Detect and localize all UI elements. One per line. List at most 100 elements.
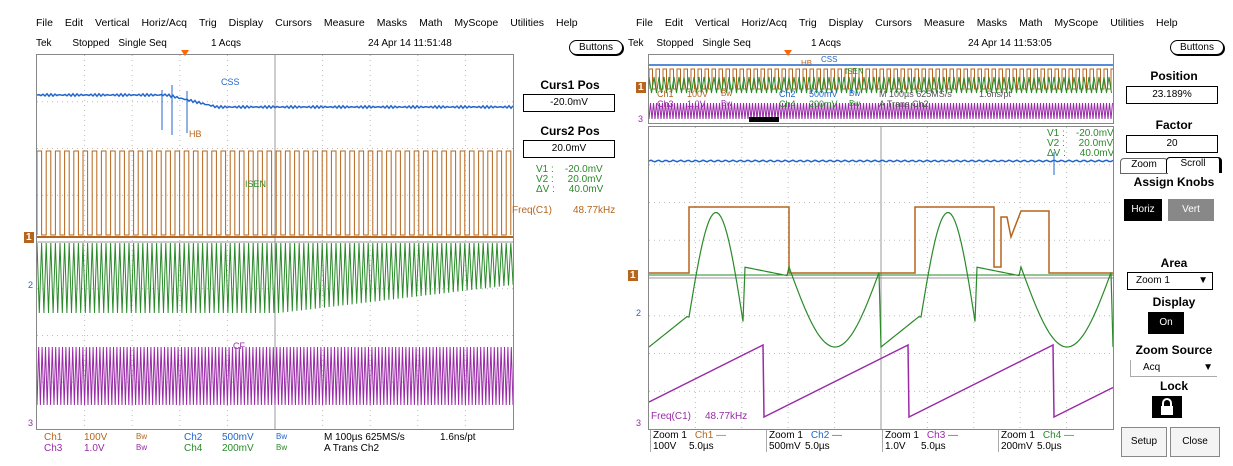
scroll-tab[interactable]: Scroll bbox=[1166, 157, 1222, 173]
right-statusbar: Tek Stopped Single Seq 1 Acqs 24 Apr 14 … bbox=[628, 38, 1052, 52]
ov-ch3-marker[interactable]: 3 bbox=[638, 114, 644, 124]
menu-display[interactable]: Display bbox=[228, 17, 264, 29]
menu-edit[interactable]: Edit bbox=[64, 17, 84, 29]
freq-label: Freq(C1) bbox=[512, 205, 553, 216]
ov-label-hb: HB bbox=[801, 59, 813, 68]
menu-file[interactable]: File bbox=[636, 17, 653, 29]
display-toggle[interactable]: On bbox=[1148, 312, 1184, 334]
menu-vertical[interactable]: Vertical bbox=[95, 17, 130, 29]
menu-vertical[interactable]: Vertical bbox=[695, 17, 730, 29]
horiz-knob-button[interactable]: Horiz bbox=[1124, 199, 1162, 221]
menu-horizacq[interactable]: Horiz/Acq bbox=[741, 17, 787, 29]
freq-value: 48.77kHz bbox=[573, 205, 616, 216]
chevron-down-icon: ▼ bbox=[1203, 362, 1213, 373]
zoom-readout-2: Zoom 1 Ch2 — 500mV 5.0µs bbox=[766, 430, 842, 452]
zoom-ch1-marker[interactable]: 1 bbox=[628, 270, 638, 281]
ov-trace-cf bbox=[649, 102, 1113, 120]
trace-css bbox=[37, 92, 513, 110]
zoom-trace-ch4 bbox=[649, 212, 1113, 349]
label-css: CSS bbox=[221, 77, 240, 87]
brand: Tek bbox=[36, 38, 52, 49]
area-dropdown[interactable]: Zoom 1 ▼ bbox=[1127, 272, 1213, 290]
assign-knobs-title: Assign Knobs bbox=[1133, 175, 1215, 189]
menu-edit[interactable]: Edit bbox=[664, 17, 684, 29]
trigger-position-icon bbox=[181, 50, 189, 56]
ch2-marker[interactable]: 2 bbox=[28, 280, 34, 290]
datetime: 24 Apr 14 11:51:48 bbox=[368, 38, 452, 49]
ch3-marker[interactable]: 3 bbox=[28, 418, 34, 428]
trace-hb bbox=[37, 150, 512, 236]
zoom-trace-ch1 bbox=[649, 206, 1113, 274]
zoom-source-title: Zoom Source bbox=[1135, 343, 1213, 357]
left-buttons-button[interactable]: Buttons bbox=[569, 40, 623, 55]
zoom-readout-4: Zoom 1 Ch4 — 200mV 5.0µs bbox=[998, 430, 1074, 452]
trigger-position-icon bbox=[784, 50, 792, 56]
menu-utilities[interactable]: Utilities bbox=[510, 17, 545, 29]
zoom-readout-1: Zoom 1 Ch1 — 100V 5.0µs bbox=[650, 430, 726, 452]
zoom-tab[interactable]: Zoom bbox=[1120, 158, 1168, 174]
menu-masks[interactable]: Masks bbox=[376, 17, 408, 29]
zoom-ch3-marker[interactable]: 3 bbox=[636, 418, 642, 428]
ov-ch1-marker[interactable]: 1 bbox=[636, 82, 646, 93]
zoom-display: V1 : -20.0mV V2 : 20.0mV ΔV : 40.0mV Freq(… bbox=[648, 126, 1114, 430]
display-title: Display bbox=[1152, 295, 1196, 309]
zoom-ch2-marker[interactable]: 2 bbox=[636, 308, 642, 318]
overview-waveform-svg bbox=[649, 64, 1113, 122]
factor-title: Factor bbox=[1155, 118, 1193, 132]
overview-display: Ch1 100V Bw Ch2 500mV Bw M 100µs 625MS/s 1.6n… bbox=[648, 54, 1114, 124]
menu-myscope[interactable]: MyScope bbox=[454, 17, 499, 29]
acq-state: Stopped bbox=[656, 38, 694, 49]
left-menubar: File Edit Vertical Horiz/Acq Trig Display Curs… bbox=[36, 17, 590, 31]
position-title: Position bbox=[1150, 69, 1198, 83]
chevron-down-icon: ▼ bbox=[1198, 275, 1208, 286]
lock-button[interactable] bbox=[1152, 396, 1182, 418]
acq-count: 1 Acqs bbox=[811, 38, 842, 49]
factor-value[interactable]: 20 bbox=[1126, 135, 1218, 153]
vert-knob-button[interactable]: Vert bbox=[1168, 199, 1214, 221]
menu-measure[interactable]: Measure bbox=[923, 17, 965, 29]
right-buttons-button[interactable]: Buttons bbox=[1170, 40, 1224, 55]
left-waveform-svg bbox=[37, 55, 513, 429]
ov-trace-isen bbox=[649, 76, 1112, 94]
position-value[interactable]: 23.189% bbox=[1126, 86, 1218, 104]
menu-help[interactable]: Help bbox=[556, 17, 578, 29]
zoom-source-dropdown[interactable]: Acq ▼ bbox=[1130, 360, 1217, 377]
zoom-freq-label: Freq(C1) bbox=[651, 411, 692, 422]
menu-utilities[interactable]: Utilities bbox=[1110, 17, 1145, 29]
menu-help[interactable]: Help bbox=[1156, 17, 1178, 29]
curs1-value[interactable]: -20.0mV bbox=[523, 94, 615, 112]
menu-trig[interactable]: Trig bbox=[798, 17, 817, 29]
menu-file[interactable]: File bbox=[36, 17, 53, 29]
label-hb: HB bbox=[189, 129, 202, 139]
menu-masks[interactable]: Masks bbox=[976, 17, 1008, 29]
menu-trig[interactable]: Trig bbox=[198, 17, 217, 29]
zoom-trace-ch3 bbox=[649, 343, 1113, 419]
zoom-readout-3: Zoom 1 Ch3 — 1.0V 5.0µs bbox=[882, 430, 958, 452]
brand: Tek bbox=[628, 38, 644, 49]
area-title: Area bbox=[1160, 256, 1188, 270]
ov-label-css: CSS bbox=[821, 55, 838, 64]
menu-cursors[interactable]: Cursors bbox=[875, 17, 912, 29]
menu-cursors[interactable]: Cursors bbox=[275, 17, 312, 29]
ov-trace-hb bbox=[649, 68, 1113, 90]
trace-cf bbox=[37, 346, 513, 406]
left-statusbar: Tek Stopped Single Seq 1 Acqs 24 Apr 14 … bbox=[36, 38, 452, 52]
curs2-value[interactable]: 20.0mV bbox=[523, 140, 615, 158]
right-menubar: File Edit Vertical Horiz/Acq Trig Display Curs… bbox=[636, 17, 1190, 31]
menu-math[interactable]: Math bbox=[1019, 17, 1043, 29]
cursor-readout: V1 : -20.0mV V2 : 20.0mV ΔV : 40.0mV bbox=[536, 164, 604, 195]
zoom-freq-value: 48.77kHz bbox=[705, 411, 748, 422]
menu-myscope[interactable]: MyScope bbox=[1054, 17, 1099, 29]
curs1-title: Curs1 Pos bbox=[540, 78, 600, 92]
setup-button[interactable]: Setup bbox=[1121, 427, 1167, 457]
acq-state: Stopped bbox=[72, 38, 110, 49]
close-button[interactable]: Close bbox=[1170, 427, 1220, 457]
acq-mode: Single Seq bbox=[702, 38, 751, 49]
label-isen: ISEN bbox=[245, 179, 267, 189]
menu-display[interactable]: Display bbox=[828, 17, 864, 29]
menu-measure[interactable]: Measure bbox=[323, 17, 365, 29]
menu-math[interactable]: Math bbox=[419, 17, 443, 29]
menu-horizacq[interactable]: Horiz/Acq bbox=[141, 17, 187, 29]
left-waveform-display: CSS HB ISEN CF bbox=[36, 54, 514, 430]
ch1-marker[interactable]: 1 bbox=[24, 232, 34, 243]
